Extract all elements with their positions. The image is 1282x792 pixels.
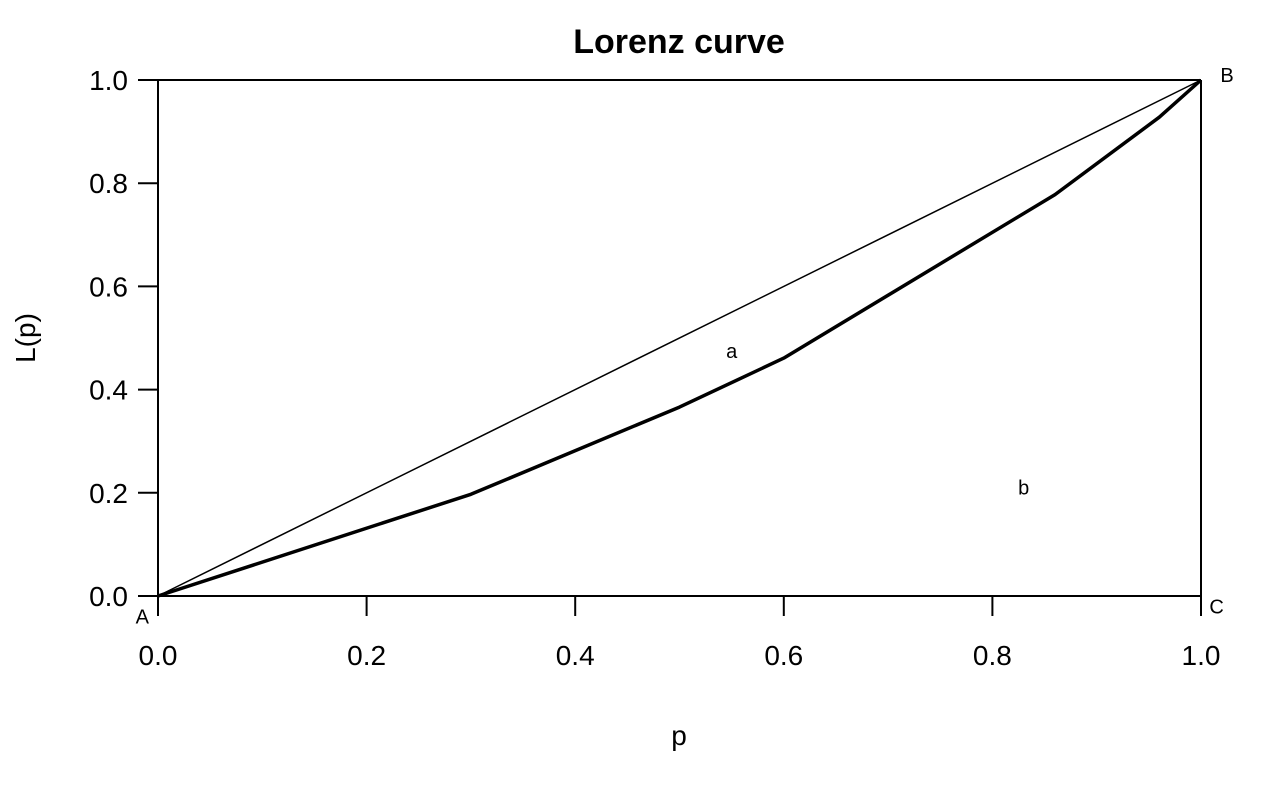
y-tick-label: 1.0: [89, 65, 128, 96]
x-axis-ticks: 0.0 0.2 0.4 0.6 0.8 1.0: [139, 596, 1221, 671]
chart-title: Lorenz curve: [573, 23, 785, 61]
x-tick-label: 0.2: [347, 640, 386, 671]
series-layer: [157, 78, 1203, 598]
x-tick-label: 0.4: [556, 640, 595, 671]
y-tick-label: 0.6: [89, 271, 128, 302]
annotation-C: C: [1209, 596, 1223, 618]
annotation-a: a: [726, 341, 738, 363]
x-tick-label: 0.0: [139, 640, 178, 671]
y-axis-ticks: 0.0 0.2 0.4 0.6 0.8 1.0: [89, 65, 158, 612]
x-tick-label: 0.8: [973, 640, 1012, 671]
y-tick-label: 0.0: [89, 581, 128, 612]
lorenz-curve-line: [157, 78, 1203, 598]
annotation-A: A: [136, 607, 150, 629]
equality-line: [157, 79, 1202, 597]
y-tick-label: 0.4: [89, 375, 128, 406]
annotation-b: b: [1018, 478, 1029, 500]
y-axis-title: L(p): [10, 313, 41, 363]
y-tick-label: 0.8: [89, 168, 128, 199]
x-tick-label: 0.6: [764, 640, 803, 671]
x-tick-label: 1.0: [1182, 640, 1221, 671]
annotation-B: B: [1220, 65, 1233, 87]
annotations: a b A B C: [136, 65, 1234, 629]
x-axis-title: p: [671, 720, 687, 751]
y-tick-label: 0.2: [89, 478, 128, 509]
